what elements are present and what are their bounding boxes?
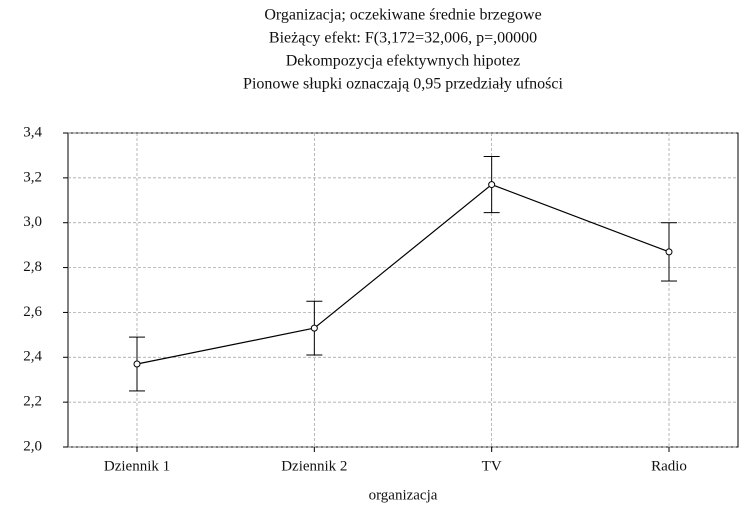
y-tick-label: 2,6 <box>23 304 42 320</box>
x-tick-label: Dziennik 1 <box>104 458 170 474</box>
y-tick-label: 3,2 <box>23 169 42 185</box>
y-tick-label: 2,2 <box>23 394 42 410</box>
y-tick-label: 2,4 <box>23 349 42 365</box>
y-tick-label: 3,0 <box>23 214 42 230</box>
chart-title: Dekompozycja efektywnych hipotez <box>286 53 521 70</box>
point <box>133 360 141 368</box>
chart-title: Bieżący efekt: F(3,172=32,006, p=,00000 <box>269 30 537 47</box>
y-tick-label: 3,4 <box>23 124 42 140</box>
point <box>310 324 318 332</box>
y-tick-label: 2,8 <box>23 259 42 275</box>
chart-title: Pionowe słupki oznaczają 0,95 przedziały… <box>243 76 563 93</box>
x-tick-label: TV <box>482 458 502 474</box>
line <box>136 183 670 365</box>
y-tick-label: 2,0 <box>23 438 42 454</box>
plot-frame <box>67 132 739 448</box>
x-tick-label: Dziennik 2 <box>281 458 347 474</box>
point <box>665 248 673 256</box>
x-tick-label: Radio <box>651 458 687 474</box>
point <box>488 181 496 189</box>
x-axis-label: organizacja <box>369 487 438 503</box>
chart-title: Organizacja; oczekiwane średnie brzegowe <box>264 7 541 24</box>
